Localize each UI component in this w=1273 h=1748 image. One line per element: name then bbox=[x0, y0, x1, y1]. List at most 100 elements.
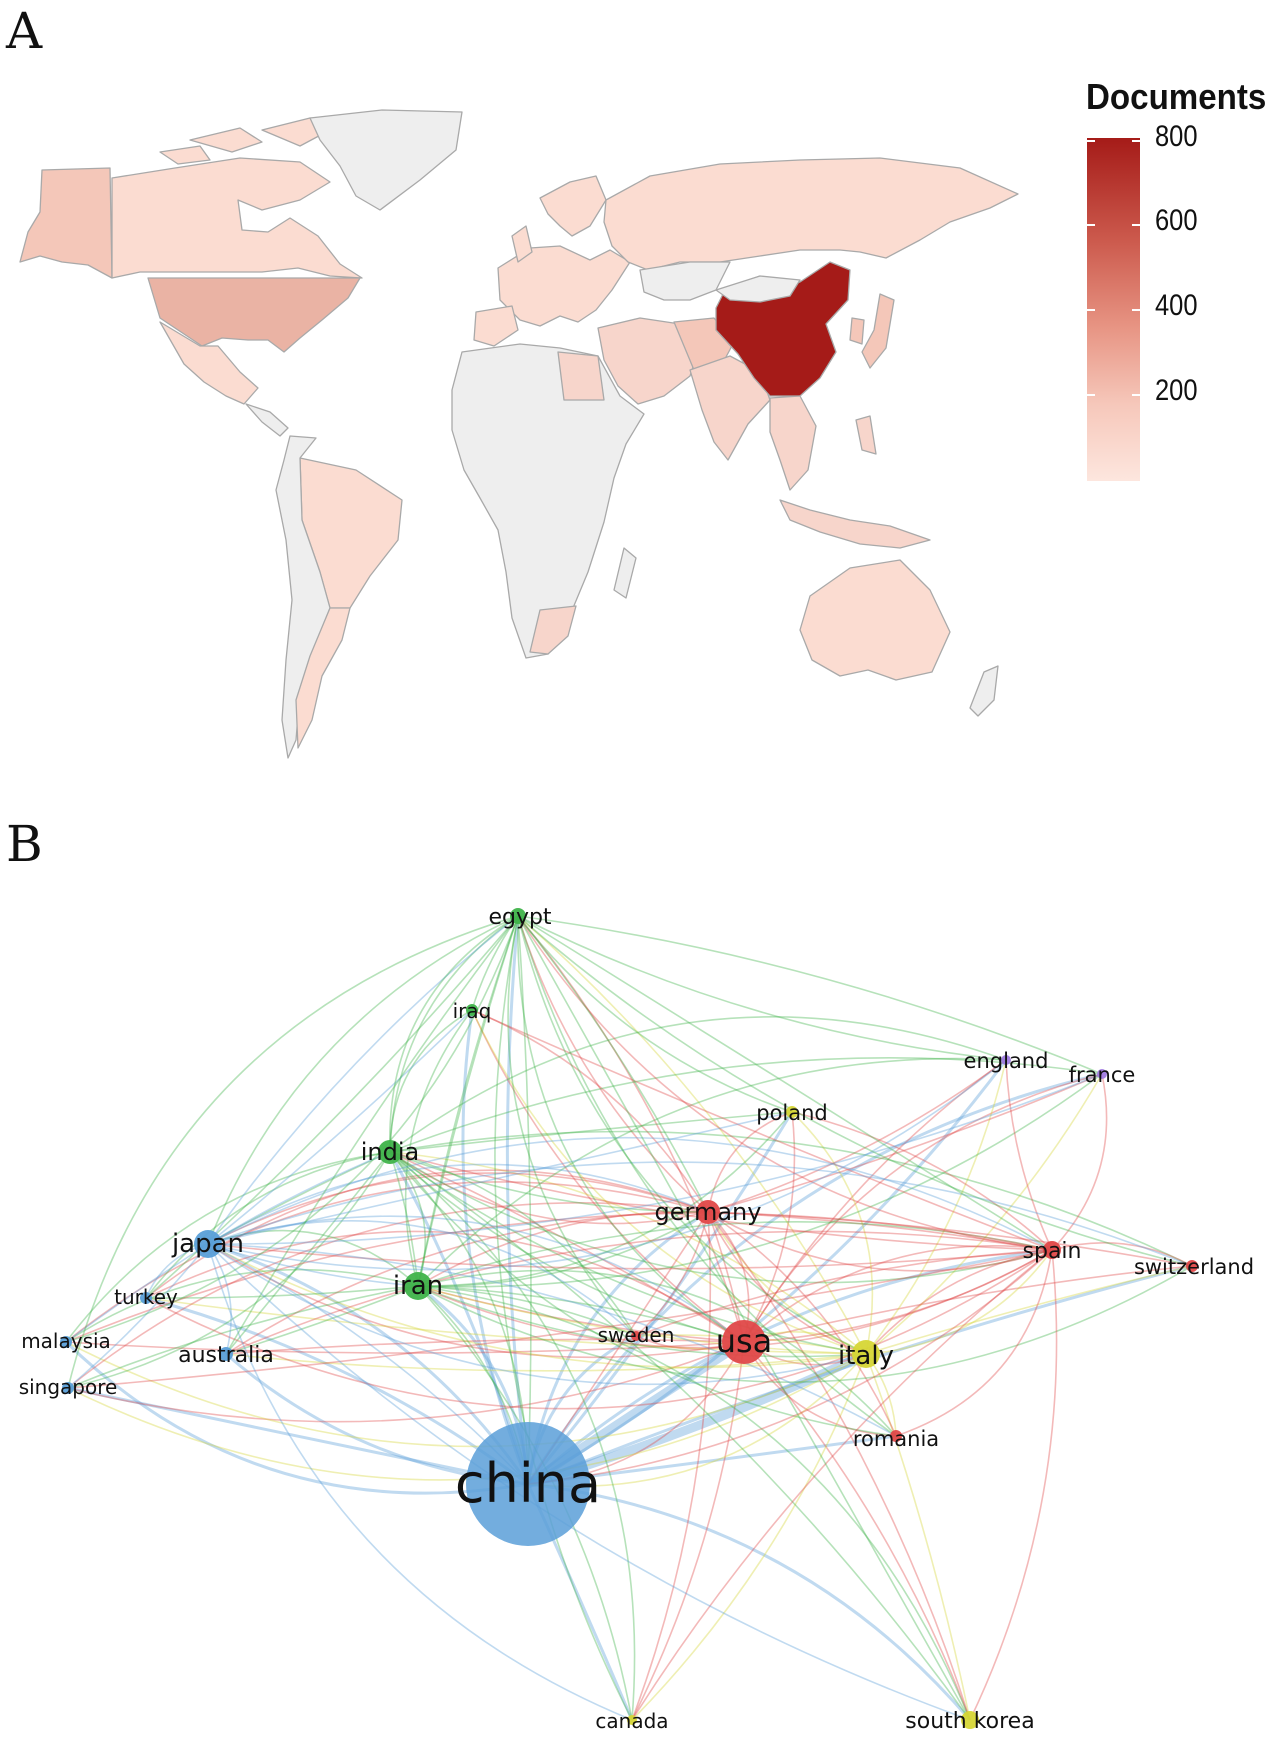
node-egypt[interactable] bbox=[510, 908, 526, 924]
region-india bbox=[689, 355, 771, 461]
node-usa[interactable] bbox=[722, 1320, 766, 1364]
network-edge bbox=[225, 1211, 709, 1355]
network-edge bbox=[67, 915, 519, 1389]
world-choropleth-map bbox=[19, 109, 1019, 759]
node-switzerland[interactable] bbox=[1186, 1260, 1198, 1272]
network-edge bbox=[65, 1243, 209, 1343]
network-edge bbox=[517, 915, 532, 1485]
panel-label-a: A bbox=[6, 2, 43, 60]
node-italy[interactable] bbox=[852, 1340, 880, 1368]
network-edge bbox=[389, 1151, 1053, 1284]
network-edge bbox=[389, 1151, 709, 1213]
region-middle-east bbox=[597, 317, 701, 405]
node-germany[interactable] bbox=[696, 1200, 720, 1224]
network-edge bbox=[526, 1072, 1103, 1485]
node-turkey[interactable] bbox=[140, 1292, 152, 1304]
node-china[interactable] bbox=[466, 1422, 590, 1546]
node-malaysia[interactable] bbox=[60, 1336, 72, 1348]
network-edge bbox=[389, 1151, 636, 1721]
node-south-korea[interactable] bbox=[961, 1711, 979, 1729]
network-edge bbox=[635, 1249, 1053, 1337]
network-edge bbox=[65, 1212, 1053, 1343]
network-edge bbox=[207, 1073, 1103, 1245]
node-romania[interactable] bbox=[890, 1430, 902, 1442]
network-edge bbox=[389, 1009, 473, 1153]
legend-title: Documents bbox=[1086, 76, 1267, 117]
network-edge bbox=[207, 1243, 867, 1385]
network-edge bbox=[389, 1151, 745, 1343]
network-edge bbox=[417, 1221, 1053, 1287]
network-edge bbox=[389, 1151, 427, 1287]
network-edge bbox=[743, 1059, 1007, 1343]
network-edge bbox=[743, 1341, 897, 1437]
node-singapore[interactable] bbox=[62, 1382, 74, 1394]
region-alaska bbox=[19, 167, 113, 279]
node-poland[interactable] bbox=[786, 1106, 798, 1118]
node-iraq[interactable] bbox=[466, 1004, 478, 1016]
node-spain[interactable] bbox=[1043, 1241, 1061, 1259]
network-edge bbox=[207, 1229, 419, 1287]
node-sweden[interactable] bbox=[631, 1331, 641, 1341]
node-label-turkey: turkey bbox=[114, 1285, 178, 1309]
node-india[interactable] bbox=[378, 1140, 402, 1164]
node-label-malaysia: malaysia bbox=[21, 1329, 111, 1353]
node-iran[interactable] bbox=[404, 1272, 432, 1300]
region-arctic-islands bbox=[159, 117, 331, 165]
network-edge bbox=[707, 1211, 867, 1355]
network-edge bbox=[517, 915, 745, 1343]
network-edge bbox=[207, 1009, 473, 1245]
region-philippines bbox=[855, 415, 877, 455]
network-edge bbox=[471, 1009, 709, 1213]
network-edge bbox=[389, 1151, 419, 1287]
region-central-america bbox=[245, 403, 289, 437]
network-edge bbox=[707, 1211, 1053, 1272]
network-edge bbox=[707, 1211, 1053, 1251]
node-france[interactable] bbox=[1097, 1069, 1107, 1079]
network-edge bbox=[65, 1341, 867, 1448]
network-edge bbox=[207, 1243, 232, 1355]
region-japan bbox=[861, 293, 895, 369]
node-japan[interactable] bbox=[194, 1230, 222, 1258]
network-edge bbox=[417, 915, 519, 1287]
network-edge bbox=[65, 915, 519, 1343]
network-edge bbox=[207, 1172, 709, 1245]
network-edge bbox=[743, 1111, 796, 1343]
network-edge bbox=[631, 1211, 712, 1721]
region-egypt bbox=[557, 351, 605, 401]
network-edge bbox=[389, 1151, 709, 1225]
network-edge bbox=[631, 1249, 1053, 1721]
network-edge bbox=[389, 915, 519, 1153]
network-edge bbox=[67, 1243, 209, 1389]
network-edge bbox=[471, 1009, 1053, 1251]
node-label-india: india bbox=[361, 1138, 420, 1166]
node-australia[interactable] bbox=[219, 1347, 233, 1361]
network-edge bbox=[743, 1249, 1053, 1343]
legend-label-400: 400 bbox=[1155, 289, 1198, 322]
network-edge bbox=[631, 1341, 745, 1721]
network-edge bbox=[65, 1151, 391, 1343]
region-australia bbox=[799, 559, 951, 681]
network-edge bbox=[865, 1073, 1103, 1355]
region-mexico bbox=[159, 321, 259, 405]
node-label-england: england bbox=[964, 1049, 1049, 1073]
network-edge bbox=[417, 1285, 637, 1337]
region-usa bbox=[147, 277, 361, 353]
network-edge bbox=[417, 1210, 709, 1287]
network-edge bbox=[494, 915, 633, 1721]
network-edge bbox=[865, 1249, 1053, 1355]
network-edge bbox=[389, 1130, 1193, 1267]
node-england[interactable] bbox=[1001, 1055, 1011, 1065]
node-label-iran: iran bbox=[393, 1271, 443, 1301]
network-edge bbox=[417, 915, 519, 1287]
network-edge bbox=[389, 1151, 637, 1337]
network-edge bbox=[65, 1341, 745, 1354]
network-edge bbox=[207, 915, 519, 1245]
network-edge bbox=[505, 915, 530, 1485]
network-edge bbox=[527, 1482, 972, 1721]
network-edge bbox=[225, 1353, 867, 1372]
network-edge bbox=[404, 1009, 473, 1287]
region-central-asia bbox=[639, 261, 731, 301]
node-canada[interactable] bbox=[627, 1715, 637, 1725]
region-se-asia bbox=[769, 395, 817, 491]
panel-label-b: B bbox=[6, 815, 43, 873]
